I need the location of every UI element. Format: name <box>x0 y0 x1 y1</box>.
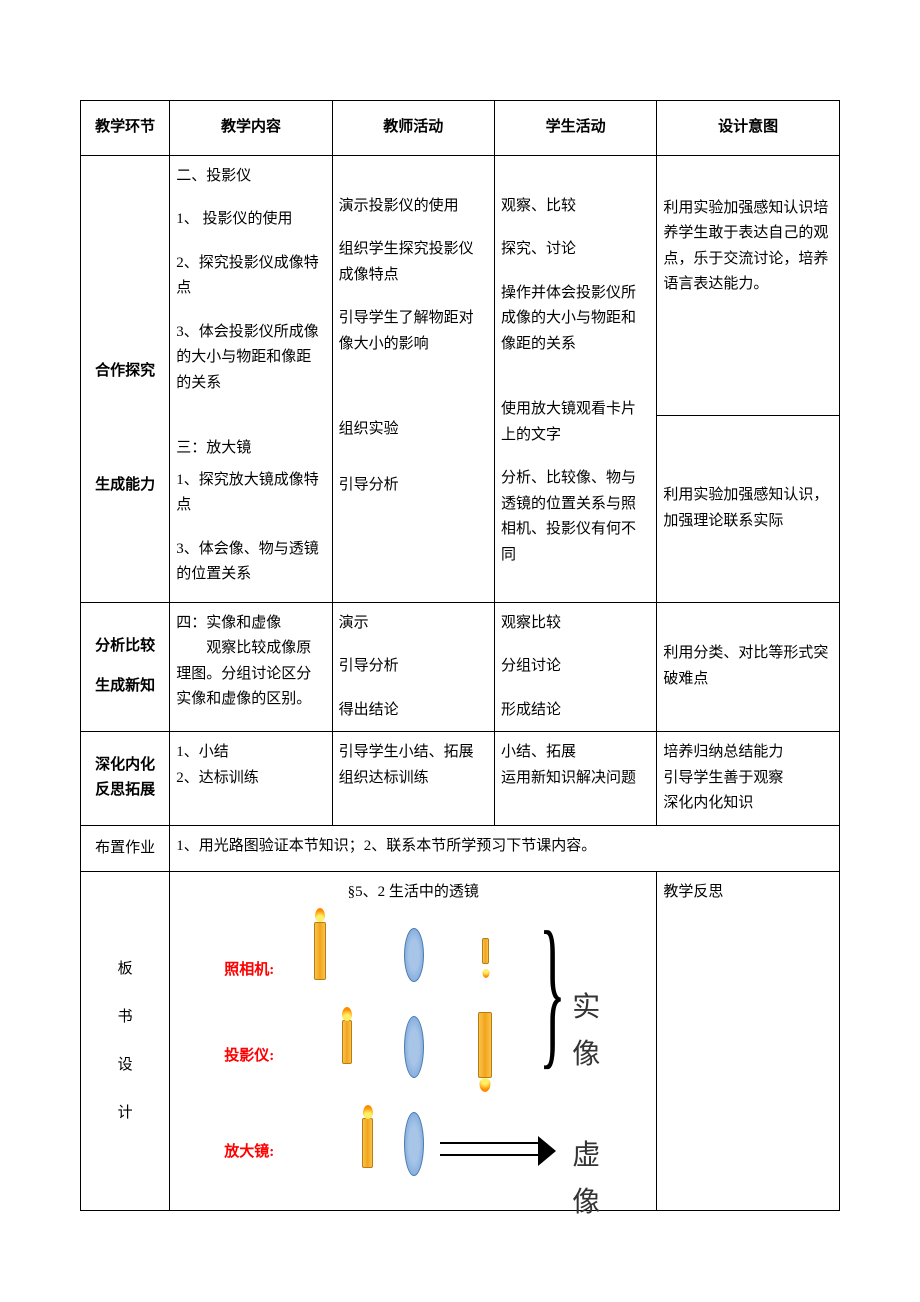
virtual-image-label: 虚 像 <box>572 1132 652 1227</box>
text: 分组讨论 <box>501 654 650 680</box>
lens-icon <box>404 928 424 982</box>
cell-teacher-3: 引导学生小结、拓展 组织达标训练 <box>332 732 494 826</box>
text: 组织实验 <box>339 417 488 443</box>
cell-content-1: 二、投影仪 1、 投影仪的使用 2、探究投影仪成像特点 3、体会投影仪所成像的大… <box>170 155 332 602</box>
cell-student-1: 观察、比较 探究、讨论 操作并体会投影仪所成像的大小与物距和像距的关系 使用放大… <box>494 155 656 602</box>
text: 3、体会投影仪所成像的大小与物距和像距的关系 <box>176 320 325 397</box>
text: 书 <box>87 993 163 1041</box>
text: 引导学生了解物距对像大小的影响 <box>339 306 488 357</box>
text: 观察、比较 <box>501 194 650 220</box>
cell-intent-2: 利用分类、对比等形式突破难点 <box>657 602 840 732</box>
candle-icon <box>342 1020 352 1064</box>
text: 3、体会像、物与透镜的位置关系 <box>176 537 325 588</box>
header-teacher: 教师活动 <box>332 101 494 156</box>
text: 组织达标训练 <box>339 766 488 792</box>
text: 形成结论 <box>501 698 650 724</box>
text: 得出结论 <box>339 698 488 724</box>
cell-segment-2: 分析比较 生成新知 <box>81 602 170 732</box>
row-board: 板 书 设 计 §5、2 生活中的透镜 照相机: <box>81 872 840 1211</box>
lens-icon <box>404 1016 424 1078</box>
segment-label-2a: 分析比较 <box>87 634 163 660</box>
candle-icon <box>362 1118 373 1168</box>
header-student: 学生活动 <box>494 101 656 156</box>
header-intent: 设计意图 <box>657 101 840 156</box>
text: 使用放大镜观看卡片上的文字 <box>501 397 650 448</box>
row-deepen: 深化内化 反思拓展 1、小结 2、达标训练 引导学生小结、拓展 组织达标训练 小… <box>81 732 840 826</box>
text: 三：放大镜 <box>176 436 325 462</box>
text: 2、探究投影仪成像特点 <box>176 251 325 302</box>
cell-segment-3: 深化内化 反思拓展 <box>81 732 170 826</box>
segment-label-2b: 生成新知 <box>87 674 163 700</box>
real-image-label: 实 像 <box>572 984 652 1079</box>
text: 1、小结 <box>176 740 325 766</box>
text: 组织学生探究投影仪成像特点 <box>339 237 488 288</box>
text: 演示投影仪的使用 <box>339 194 488 220</box>
text: 探究、讨论 <box>501 237 650 263</box>
candle-inverted-icon <box>482 938 489 964</box>
text: 操作并体会投影仪所成像的大小与物距和像距的关系 <box>501 281 650 358</box>
cell-reflection: 教学反思 <box>657 872 840 1211</box>
cell-segment-explore: 合作探究 生成能力 <box>81 155 170 602</box>
brace-icon: } <box>539 906 566 1074</box>
lesson-plan-table: 教学环节 教学内容 教师活动 学生活动 设计意图 合作探究 生成能力 二、投影仪… <box>80 100 840 1211</box>
cell-segment-5: 板 书 设 计 <box>81 872 170 1211</box>
text: 板 <box>87 945 163 993</box>
text: 计 <box>87 1089 163 1137</box>
diagram-title: §5、2 生活中的透镜 <box>174 880 652 906</box>
cell-diagram: §5、2 生活中的透镜 照相机: <box>170 872 657 1211</box>
cell-teacher-1: 演示投影仪的使用 组织学生探究投影仪成像特点 引导学生了解物距对像大小的影响 组… <box>332 155 494 602</box>
cell-segment-4: 布置作业 <box>81 825 170 872</box>
header-content: 教学内容 <box>170 101 332 156</box>
text: 1、 投影仪的使用 <box>176 207 325 233</box>
text: 运用新知识解决问题 <box>501 766 650 792</box>
header-segment: 教学环节 <box>81 101 170 156</box>
label-magnifier: 放大镜: <box>224 1140 274 1166</box>
header-row: 教学环节 教学内容 教师活动 学生活动 设计意图 <box>81 101 840 156</box>
row-homework: 布置作业 1、用光路图验证本节知识；2、联系本节所学预习下节课内容。 <box>81 825 840 872</box>
text: 演示 <box>339 611 488 637</box>
text: 引导学生小结、拓展 <box>339 740 488 766</box>
candle-icon <box>314 922 326 980</box>
text: 引导分析 <box>339 473 488 499</box>
text: 利用实验加强感知认识，加强理论联系实际 <box>663 487 828 529</box>
cell-teacher-2: 演示 引导分析 得出结论 <box>332 602 494 732</box>
text: 小结、拓展 <box>501 740 650 766</box>
text: 1、探究放大镜成像特点 <box>176 468 325 519</box>
segment-label-1b: 生成能力 <box>87 473 163 499</box>
optics-diagram: 照相机: 投影仪: <box>174 916 652 1206</box>
label-projector: 投影仪: <box>224 1044 274 1070</box>
cell-intent-1b: 利用实验加强感知认识，加强理论联系实际 <box>657 415 840 602</box>
label-camera: 照相机: <box>224 958 274 984</box>
text: 设 <box>87 1041 163 1089</box>
candle-inverted-icon <box>478 1012 492 1078</box>
lens-icon <box>404 1112 424 1176</box>
text: 利用实验加强感知认识培养学生敢于表达自己的观点，乐于交流讨论，培养语言表达能力。 <box>663 200 828 293</box>
row-explore-top: 合作探究 生成能力 二、投影仪 1、 投影仪的使用 2、探究投影仪成像特点 3、… <box>81 155 840 415</box>
row-analyze: 分析比较 生成新知 四：实像和虚像 观察比较成像原理图。分组讨论区分实像和虚像的… <box>81 602 840 732</box>
text: 分析、比较像、物与透镜的位置关系与照相机、投影仪有何不同 <box>501 466 650 568</box>
text: 观察比较 <box>501 611 650 637</box>
cell-intent-3: 培养归纳总结能力 引导学生善于观察 深化内化知识 <box>657 732 840 826</box>
cell-content-2: 四：实像和虚像 观察比较成像原理图。分组讨论区分实像和虚像的区别。 <box>170 602 332 732</box>
cell-student-2: 观察比较 分组讨论 形成结论 <box>494 602 656 732</box>
text: 2、达标训练 <box>176 766 325 792</box>
segment-label-1a: 合作探究 <box>87 359 163 385</box>
arrow-icon <box>440 1142 540 1156</box>
text: 引导分析 <box>339 654 488 680</box>
cell-homework: 1、用光路图验证本节知识；2、联系本节所学预习下节课内容。 <box>170 825 840 872</box>
text: 二、投影仪 <box>176 164 325 190</box>
cell-intent-1a: 利用实验加强感知认识培养学生敢于表达自己的观点，乐于交流讨论，培养语言表达能力。 <box>657 155 840 415</box>
cell-student-3: 小结、拓展 运用新知识解决问题 <box>494 732 656 826</box>
cell-content-3: 1、小结 2、达标训练 <box>170 732 332 826</box>
